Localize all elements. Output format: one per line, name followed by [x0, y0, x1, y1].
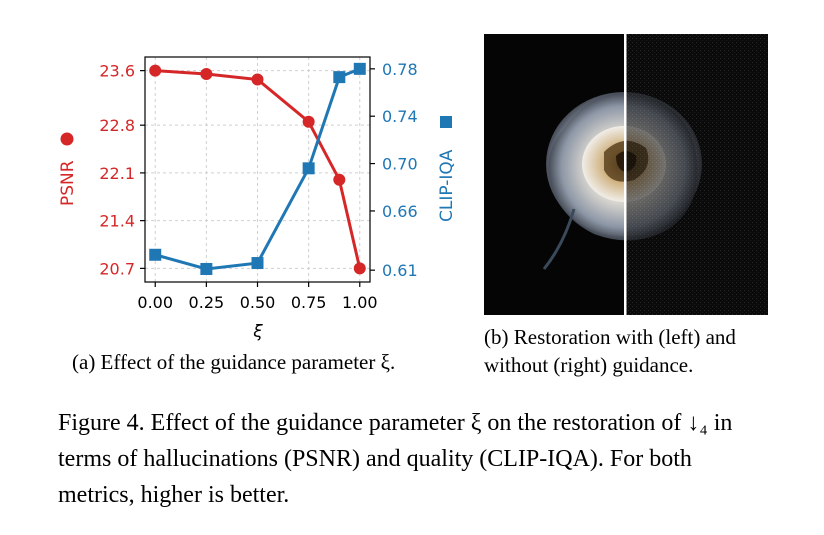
- psnr-legend-marker: [60, 132, 74, 146]
- right-axis: 0.61 0.66 0.70 0.74 0.78: [370, 60, 418, 280]
- clipiqa-legend-marker: [440, 116, 452, 128]
- guidance-chart: 20.7 21.4 22.1 22.8 23.6 0.61 0.66 0.70 0.74 0.7…: [58, 56, 457, 342]
- left-axis: 20.7 21.4 22.1 22.8 23.6: [99, 62, 145, 278]
- clip-iqa-point: [200, 262, 213, 275]
- chart-grid: [145, 57, 370, 282]
- right-tick-label: 0.70: [382, 155, 418, 174]
- right-tick-label: 0.66: [382, 202, 418, 221]
- left-tick-label: 20.7: [99, 259, 135, 278]
- clip-iqa-point: [149, 248, 162, 261]
- x-axis-label: ξ: [252, 322, 263, 342]
- figure-caption: Figure 4. Effect of the guidance paramet…: [58, 410, 733, 508]
- x-tick-label: 1.00: [342, 293, 378, 312]
- right-tick-label: 0.61: [382, 261, 418, 280]
- clip-iqa-point: [353, 62, 366, 75]
- psnr-point: [353, 262, 366, 275]
- series: [149, 62, 366, 275]
- left-tick-label: 22.8: [99, 116, 135, 135]
- clip-iqa-point: [251, 257, 264, 270]
- psnr-point: [149, 64, 162, 77]
- subfigure-b-caption-line2: without (right) guidance.: [484, 353, 694, 377]
- x-tick-label: 0.75: [291, 293, 327, 312]
- x-axis: 0.00 0.25 0.50 0.75 1.00: [137, 282, 378, 312]
- left-axis-label: PSNR: [58, 160, 78, 206]
- x-tick-label: 0.50: [240, 293, 276, 312]
- psnr-point: [251, 73, 264, 86]
- subfigure-b-caption: (b) Restoration with (left) and without …: [484, 323, 736, 379]
- psnr-point: [333, 173, 346, 186]
- clip-iqa-point: [302, 162, 315, 175]
- psnr-point: [302, 115, 315, 128]
- right-tick-label: 0.78: [382, 60, 418, 79]
- comparison-divider: [624, 34, 627, 315]
- psnr-series-line: [155, 69, 362, 269]
- x-tick-label: 0.00: [137, 293, 173, 312]
- left-tick-label: 22.1: [99, 164, 135, 183]
- subfigure-b-caption-line1: (b) Restoration with (left) and: [484, 325, 736, 349]
- psnr-point: [200, 68, 213, 81]
- restoration-comparison-image: [484, 34, 768, 315]
- right-axis-label: CLIP-IQA: [437, 149, 457, 222]
- left-tick-label: 23.6: [99, 62, 135, 81]
- subfigure-a-caption: (a) Effect of the guidance parameter ξ.: [72, 350, 396, 374]
- clip-iqa-point: [333, 71, 346, 84]
- rose-image: [484, 34, 768, 315]
- right-tick-label: 0.74: [382, 107, 418, 126]
- left-tick-label: 21.4: [99, 212, 135, 231]
- x-tick-label: 0.25: [189, 293, 225, 312]
